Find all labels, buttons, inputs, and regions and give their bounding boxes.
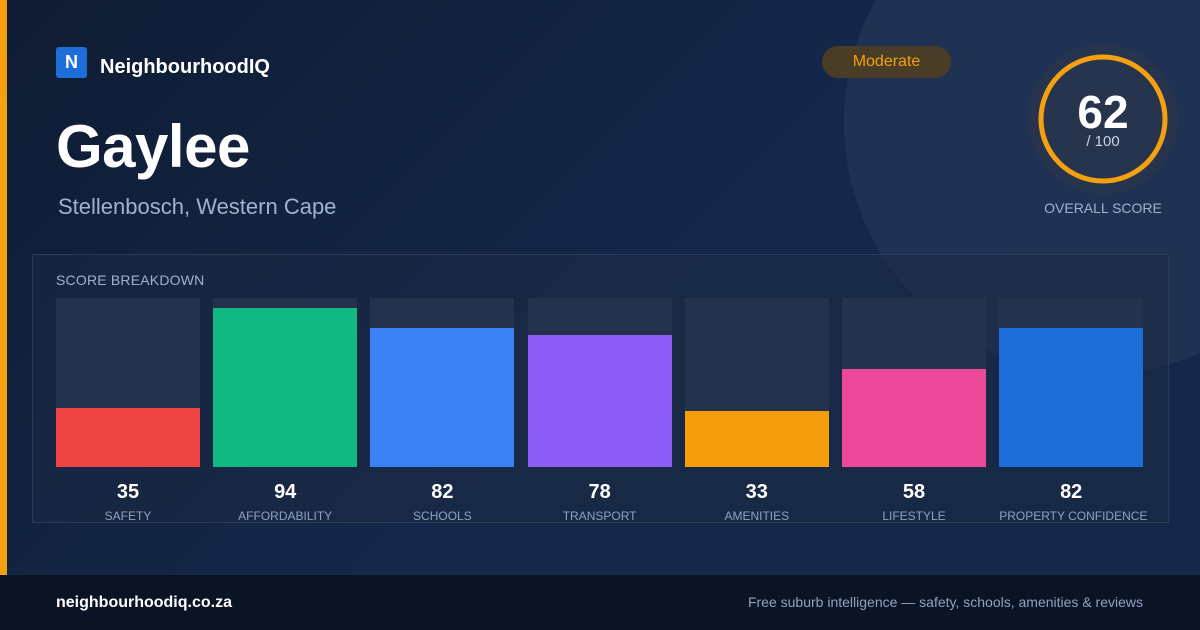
bar-track — [213, 298, 358, 467]
accent-bar — [0, 0, 7, 575]
overall-score-caption: OVERALL SCORE — [1044, 200, 1162, 216]
brand-logo-icon: N — [56, 47, 87, 78]
bar-track — [684, 298, 829, 467]
bar-value: 82 — [431, 481, 454, 503]
brand-name: NeighbourhoodIQ — [100, 56, 270, 78]
overall-score-ring — [1028, 44, 1178, 194]
footer-url-link[interactable]: neighbourhoodiq.co.za — [56, 594, 232, 611]
bar-value: 82 — [1060, 481, 1083, 503]
bar-fill — [999, 328, 1144, 467]
hero-panel: N NeighbourhoodIQ Gaylee Stellenbosch, W… — [0, 0, 1200, 575]
bar-label: PROPERTY CONFIDENCE — [999, 509, 1148, 523]
breakdown-item-transport: 78 TRANSPORT — [527, 298, 672, 523]
bar-fill — [527, 335, 672, 467]
score-ring-track — [1038, 54, 1168, 184]
bar-track — [56, 298, 200, 467]
bar-value: 78 — [588, 481, 611, 503]
bar-label: SAFETY — [104, 509, 152, 523]
bar-fill — [56, 408, 200, 467]
bar-label: TRANSPORT — [562, 509, 637, 523]
breakdown-item-property-confidence: 82 PROPERTY CONFIDENCE — [999, 298, 1148, 523]
bar-track — [842, 298, 986, 467]
bar-track — [527, 298, 672, 467]
bar-label: AFFORDABILITY — [238, 509, 333, 523]
rating-badge: Moderate — [822, 46, 951, 78]
score-breakdown-panel: SCORE BREAKDOWN 35 SAFETY 94 AFFORDABILITY 8… — [32, 254, 1169, 523]
breakdown-title: SCORE BREAKDOWN — [56, 272, 205, 288]
bar-track — [370, 298, 515, 467]
bar-label: AMENITIES — [724, 509, 790, 523]
bar-fill — [684, 411, 829, 467]
bar-label: SCHOOLS — [413, 509, 472, 523]
bar-value: 94 — [274, 481, 297, 503]
bar-fill — [370, 328, 515, 467]
breakdown-item-schools: 82 SCHOOLS — [370, 298, 515, 523]
bar-value: 58 — [902, 481, 926, 503]
score-ring-background — [1028, 44, 1178, 194]
overall-score-value: 62 — [1077, 86, 1129, 138]
breakdown-item-affordability: 94 AFFORDABILITY — [213, 298, 358, 523]
footer: neighbourhoodiq.co.za Free suburb intell… — [0, 575, 1200, 630]
bar-label: LIFESTYLE — [882, 509, 946, 523]
breakdown-item-lifestyle: 58 LIFESTYLE — [842, 298, 986, 523]
bar-fill — [842, 369, 986, 467]
footer-tagline: Free suburb intelligence — safety, schoo… — [747, 594, 1143, 610]
bar-value: 33 — [745, 481, 768, 503]
breakdown-item-amenities: 33 AMENITIES — [684, 298, 829, 523]
suburb-location: Stellenbosch, Western Cape — [58, 194, 337, 219]
overall-score-max: / 100 — [1086, 133, 1120, 150]
bar-track — [999, 298, 1144, 467]
breakdown-item-safety: 35 SAFETY — [56, 298, 200, 523]
bar-fill — [213, 308, 358, 467]
bar-value: 35 — [116, 481, 140, 503]
brand[interactable]: N NeighbourhoodIQ — [56, 46, 270, 79]
suburb-name: Gaylee — [56, 113, 250, 180]
